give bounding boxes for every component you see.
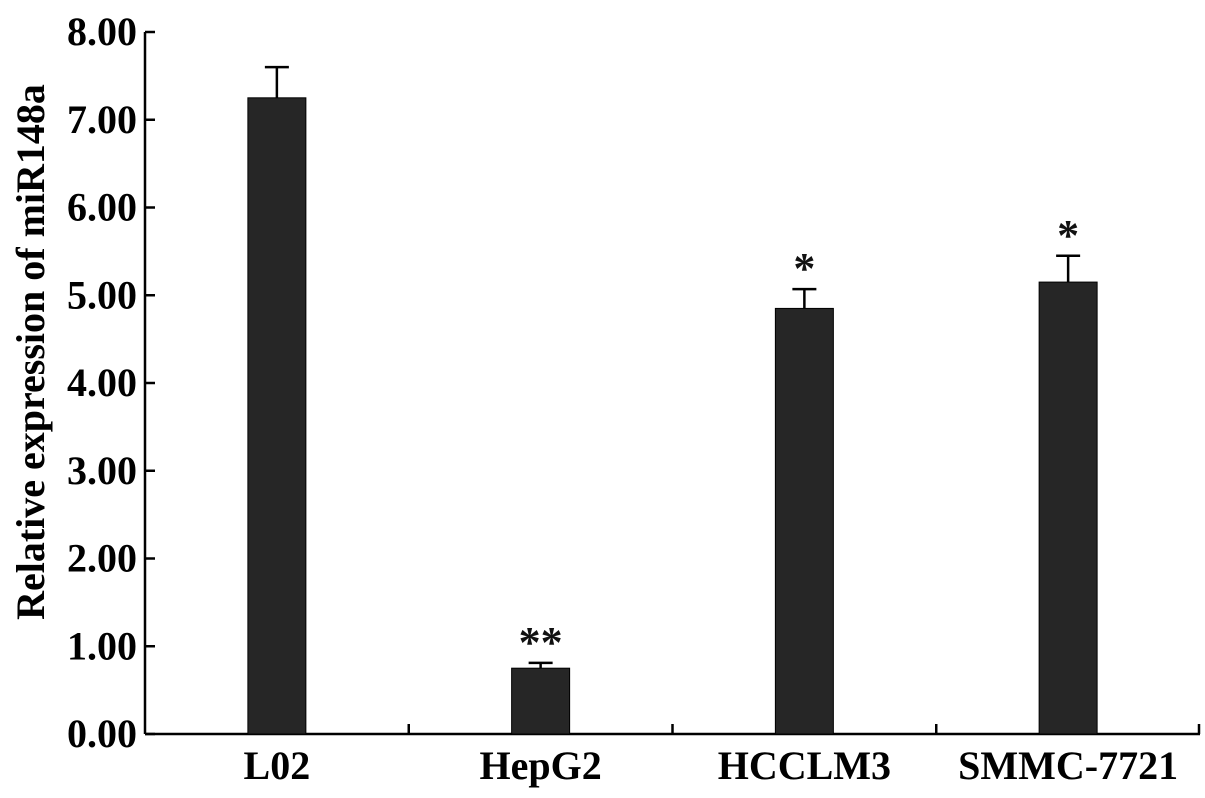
x-tick-label: L02 [244,743,311,788]
x-tick-label: HCCLM3 [718,743,891,788]
y-axis-title: Relative expression of miR148a [8,84,53,620]
x-tick-label: SMMC-7721 [958,743,1178,788]
plot-area: 0.00 1.00 2.00 3.00 4.00 5.00 6.00 7.00 8.00 L02 *… [67,9,1201,788]
x-tick-label: HepG2 [480,743,602,788]
bar-l02 [247,97,307,735]
significance-marker: * [793,244,815,293]
bar-hcclm3 [774,307,834,735]
bar-hepg2 [511,667,571,735]
y-tick-label: 4.00 [67,360,137,405]
y-tick-label: 8.00 [67,9,137,54]
bar-smmc-7721 [1038,281,1098,735]
y-tick-label: 0.00 [67,711,137,756]
significance-marker: * [1057,211,1079,260]
y-tick-label: 1.00 [67,623,137,668]
y-tick-label: 6.00 [67,185,137,230]
y-tick-label: 3.00 [67,448,137,493]
significance-marker: ** [519,618,563,667]
y-tick-label: 7.00 [67,97,137,142]
y-tick-label: 5.00 [67,272,137,317]
y-tick-label: 2.00 [67,536,137,581]
